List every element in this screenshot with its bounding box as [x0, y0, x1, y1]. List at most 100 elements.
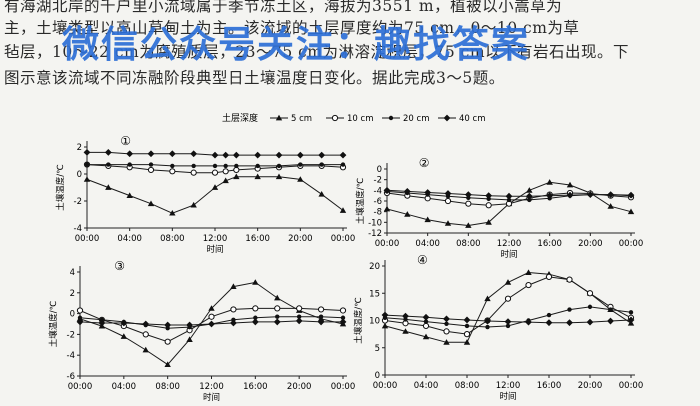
data-point — [340, 315, 346, 320]
series-40cm — [381, 311, 635, 327]
x-tick-label: 00:00 — [373, 381, 398, 391]
data-point — [208, 320, 215, 328]
passage-line-4: 图示意该流域不同冻融阶段典型日土壤温度日变化。据此完成3～5题。 — [4, 69, 505, 87]
data-point — [98, 319, 106, 327]
x-tick-label: 00:00 — [619, 239, 644, 249]
data-point — [546, 312, 552, 318]
legend-item: 5 cm — [270, 114, 312, 124]
x-tick-label: 20:00 — [578, 239, 603, 249]
data-point — [84, 162, 90, 167]
x-tick-label: 12:00 — [496, 381, 521, 391]
data-point — [525, 318, 532, 326]
data-point — [463, 316, 471, 324]
data-point — [383, 186, 391, 194]
data-point — [127, 162, 132, 167]
data-point — [164, 361, 171, 367]
data-point — [444, 190, 452, 197]
data-point — [275, 151, 283, 159]
y-tick-label: -2 — [374, 176, 382, 186]
x-tick-label: 04:00 — [415, 239, 440, 249]
legend-title: 土层深度 — [222, 112, 258, 124]
data-point — [607, 191, 615, 198]
series-5cm — [381, 269, 635, 345]
legend-marker — [275, 114, 283, 121]
data-point — [147, 200, 155, 207]
data-point — [120, 319, 128, 327]
y-tick-label: 4 — [70, 268, 75, 278]
data-point — [104, 149, 112, 156]
data-point — [76, 307, 84, 314]
data-point — [525, 269, 532, 275]
x-tick-label: 04:00 — [117, 234, 142, 244]
data-point — [254, 151, 262, 159]
x-tick-label: 12:00 — [203, 234, 228, 244]
panel-label: ③ — [114, 259, 125, 273]
data-point — [526, 187, 533, 193]
data-point — [186, 336, 193, 342]
series-line — [87, 151, 343, 156]
data-point — [142, 346, 149, 353]
y-tick-label: -2 — [67, 330, 75, 340]
data-point — [77, 315, 83, 320]
data-point — [443, 328, 450, 335]
legend-marker — [443, 114, 451, 122]
data-point — [608, 307, 613, 312]
data-point — [317, 306, 325, 313]
data-point — [222, 151, 230, 159]
y-tick-label: -4 — [67, 351, 75, 361]
panel-label: ② — [419, 156, 430, 170]
data-point — [253, 315, 258, 320]
data-point — [587, 304, 593, 310]
data-point — [505, 323, 511, 329]
data-point — [566, 276, 573, 283]
data-point — [464, 191, 472, 198]
series-line — [87, 164, 343, 167]
y-axis-title: 土壤温度/℃ — [55, 164, 66, 211]
data-point — [211, 151, 219, 159]
data-point — [318, 314, 324, 319]
series-40cm — [76, 317, 347, 329]
data-point — [444, 197, 452, 205]
data-point — [465, 200, 472, 207]
data-point — [295, 317, 303, 325]
watermark-text: 微信公众号关注：趣找答案 — [62, 23, 530, 66]
data-point — [504, 279, 512, 285]
data-point — [211, 184, 219, 190]
x-axis-title: 时间 — [206, 244, 223, 255]
data-point — [274, 305, 281, 312]
data-point — [212, 163, 218, 169]
data-point — [424, 189, 432, 196]
data-point — [403, 188, 411, 195]
y-axis-title: 土壤温度/℃ — [48, 300, 59, 347]
legend-item: 10 cm — [326, 114, 373, 124]
series-5cm — [83, 173, 347, 216]
data-point — [298, 162, 303, 167]
data-point — [186, 321, 193, 329]
data-point — [83, 176, 91, 182]
data-point — [274, 294, 281, 301]
data-point — [444, 321, 449, 326]
x-tick-label: 00:00 — [619, 381, 644, 391]
data-point — [567, 307, 572, 312]
data-point — [381, 311, 389, 319]
data-point — [422, 333, 430, 340]
x-tick-label: 00:00 — [68, 382, 93, 392]
data-point — [230, 319, 237, 327]
data-point — [296, 151, 304, 159]
data-point — [83, 149, 91, 156]
data-point — [317, 318, 325, 326]
y-tick-label: -12 — [368, 229, 382, 239]
data-point — [627, 316, 635, 324]
y-tick-label: -2 — [74, 197, 82, 207]
data-point — [222, 177, 229, 184]
data-point — [222, 168, 229, 175]
data-point — [142, 320, 150, 328]
data-point — [318, 151, 326, 159]
data-point — [170, 163, 175, 169]
y-tick-label: 0 — [375, 371, 380, 381]
x-tick-label: 16:00 — [243, 382, 268, 392]
data-point — [76, 318, 84, 326]
data-point — [120, 333, 128, 339]
